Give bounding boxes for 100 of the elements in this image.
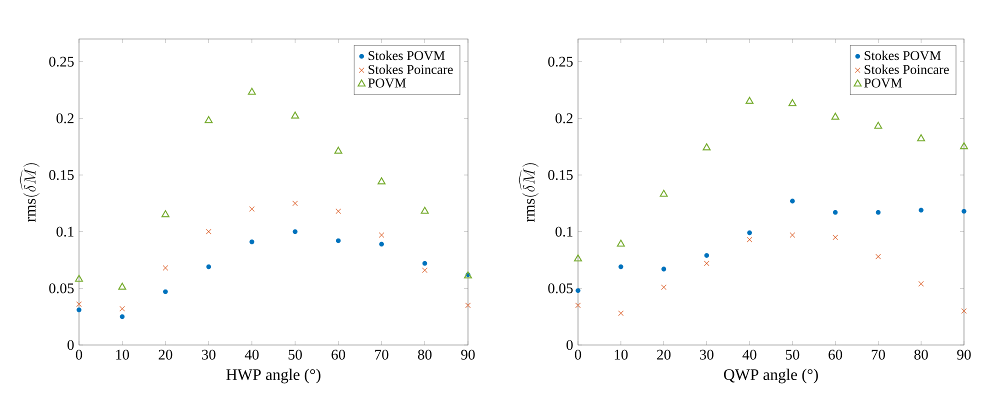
point bbox=[292, 229, 298, 234]
point bbox=[76, 307, 82, 312]
y-axis-title: $\mathrm{rms}(\widehat{\delta M})$ bbox=[518, 163, 538, 222]
point bbox=[120, 306, 125, 312]
point bbox=[661, 266, 666, 272]
x-tick-label: 20 bbox=[158, 350, 172, 360]
y-tick-label: 0.05 bbox=[49, 283, 74, 294]
point bbox=[962, 208, 966, 214]
point bbox=[876, 210, 881, 215]
legend-label: POVM bbox=[368, 78, 406, 88]
y-tick-label: 0.25 bbox=[49, 56, 74, 67]
point bbox=[618, 310, 624, 316]
point bbox=[420, 206, 429, 214]
point bbox=[960, 142, 968, 150]
point bbox=[206, 264, 212, 270]
y-tick-label: 0.2 bbox=[556, 113, 572, 124]
x-tick-label: 0 bbox=[76, 350, 82, 360]
x-tick-label: 60 bbox=[332, 350, 346, 360]
point bbox=[832, 210, 838, 215]
point bbox=[832, 234, 838, 240]
point bbox=[575, 302, 581, 308]
point bbox=[660, 190, 668, 197]
point bbox=[378, 177, 386, 184]
x-tick-label: 90 bbox=[461, 350, 475, 360]
point bbox=[918, 281, 924, 287]
point bbox=[206, 228, 212, 234]
x-tick-label: 10 bbox=[116, 350, 130, 360]
point bbox=[618, 264, 624, 270]
point bbox=[746, 236, 752, 242]
y-axis-title: $\mathrm{rms}(\widehat{\delta M})$ bbox=[20, 163, 40, 222]
x-tick-label: 40 bbox=[244, 350, 259, 360]
x-axis-title: HWP angle (°) bbox=[226, 368, 320, 384]
x-axis-title: QWP angle (°) bbox=[724, 368, 818, 384]
point bbox=[876, 254, 881, 260]
point bbox=[75, 274, 84, 282]
point bbox=[118, 282, 126, 290]
point bbox=[76, 301, 82, 307]
point bbox=[379, 242, 384, 247]
x-tick-label: 30 bbox=[700, 350, 714, 360]
point bbox=[747, 230, 752, 236]
point bbox=[790, 198, 795, 204]
point bbox=[874, 122, 882, 129]
x-tick-label: 50 bbox=[786, 350, 800, 360]
point bbox=[336, 238, 341, 244]
point bbox=[162, 265, 168, 271]
point bbox=[422, 261, 428, 266]
y-tick-label: 0 bbox=[566, 340, 573, 350]
x-tick-label: 70 bbox=[375, 350, 388, 360]
point bbox=[576, 288, 580, 294]
point bbox=[161, 210, 170, 218]
x-tick-label: 40 bbox=[742, 350, 756, 360]
point bbox=[291, 112, 300, 119]
point bbox=[574, 254, 582, 262]
point bbox=[704, 253, 710, 258]
legend-label: POVM bbox=[864, 78, 902, 88]
y-tick-label: 0.15 bbox=[548, 170, 573, 180]
x-tick-label: 50 bbox=[288, 350, 302, 360]
y-tick-label: 0.1 bbox=[556, 226, 572, 237]
point bbox=[465, 302, 471, 308]
y-tick-label: 0.15 bbox=[49, 170, 74, 180]
x-tick-label: 30 bbox=[202, 350, 216, 360]
legend-label: Stokes Poincare bbox=[864, 64, 949, 74]
x-tick-label: 90 bbox=[957, 350, 971, 360]
y-tick-label: 0 bbox=[68, 340, 74, 350]
y-tick-label: 0.2 bbox=[56, 113, 74, 124]
x-tick-label: 80 bbox=[914, 350, 928, 360]
point bbox=[249, 239, 254, 244]
y-tick-label: 0.1 bbox=[56, 226, 74, 237]
point bbox=[918, 208, 924, 213]
point bbox=[831, 112, 840, 120]
point bbox=[378, 232, 384, 238]
legend-label: Stokes Poincare bbox=[368, 64, 453, 74]
x-tick-label: 0 bbox=[574, 350, 582, 360]
point bbox=[292, 200, 298, 206]
point bbox=[248, 88, 256, 95]
y-tick-label: 0.25 bbox=[548, 56, 573, 67]
point bbox=[917, 134, 926, 142]
point bbox=[249, 206, 255, 212]
x-tick-label: 10 bbox=[614, 350, 628, 360]
legend-label: Stokes POVM bbox=[864, 50, 941, 60]
point bbox=[704, 260, 710, 266]
point bbox=[702, 143, 711, 150]
point bbox=[163, 289, 168, 294]
x-tick-label: 80 bbox=[418, 350, 432, 360]
x-tick-label: 60 bbox=[828, 350, 842, 360]
point bbox=[616, 240, 625, 247]
point bbox=[746, 96, 754, 104]
point bbox=[120, 314, 125, 320]
point bbox=[334, 146, 342, 154]
legend-label: Stokes POVM bbox=[368, 50, 445, 60]
point bbox=[422, 267, 428, 273]
point bbox=[336, 208, 342, 214]
point bbox=[961, 308, 967, 314]
point bbox=[204, 116, 213, 124]
x-tick-label: 20 bbox=[657, 350, 671, 360]
point bbox=[661, 284, 667, 290]
point bbox=[790, 232, 796, 238]
x-tick-label: 70 bbox=[872, 350, 885, 360]
y-tick-label: 0.05 bbox=[548, 283, 573, 294]
point bbox=[788, 99, 796, 106]
